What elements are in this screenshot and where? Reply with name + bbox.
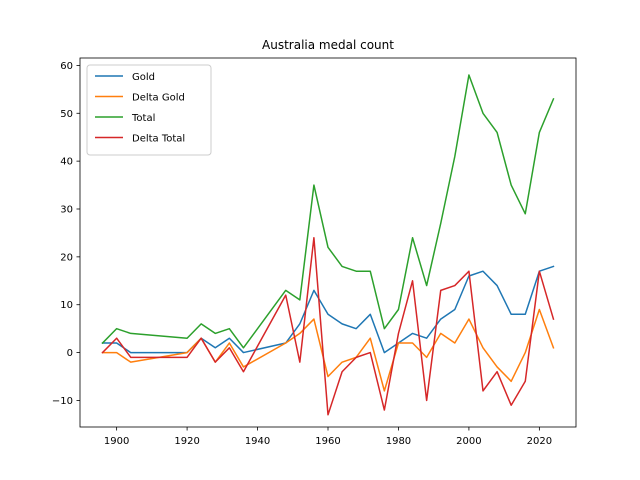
series-line-gold xyxy=(101,265,555,354)
y-tick-label: 10 xyxy=(60,300,73,311)
x-tick-label: 1960 xyxy=(315,436,340,447)
legend-label-delta-gold: Delta Gold xyxy=(132,93,185,104)
series-line-total xyxy=(101,74,555,349)
series-layer xyxy=(101,74,555,416)
legend: Gold Delta Gold Total Delta Total xyxy=(86,64,212,156)
chart-title: Australia medal count xyxy=(262,38,394,52)
x-tick-label: 2000 xyxy=(456,436,481,447)
y-tick-label: −10 xyxy=(52,396,73,407)
legend-label-gold: Gold xyxy=(132,72,155,83)
y-tick-label: 40 xyxy=(60,157,73,168)
axes-layer: 1900 1920 1940 1960 1980 2000 2020 −10 0 10 20 30 40… xyxy=(52,57,577,447)
y-tick-label: 50 xyxy=(60,109,73,120)
y-tick-label: 60 xyxy=(60,61,73,72)
y-tick-label: 0 xyxy=(67,348,73,359)
legend-box xyxy=(86,64,212,156)
y-tick-label: 20 xyxy=(60,252,73,263)
x-tick-label: 1900 xyxy=(104,436,129,447)
y-tick-label: 30 xyxy=(60,204,73,215)
legend-label-total: Total xyxy=(131,113,155,124)
x-tick-label: 2020 xyxy=(527,436,552,447)
x-tick-label: 1920 xyxy=(174,436,199,447)
series-line-delta-total xyxy=(101,236,555,416)
x-tick-label: 1980 xyxy=(386,436,411,447)
legend-label-delta-total: Delta Total xyxy=(132,134,185,145)
x-tick-label: 1940 xyxy=(245,436,270,447)
